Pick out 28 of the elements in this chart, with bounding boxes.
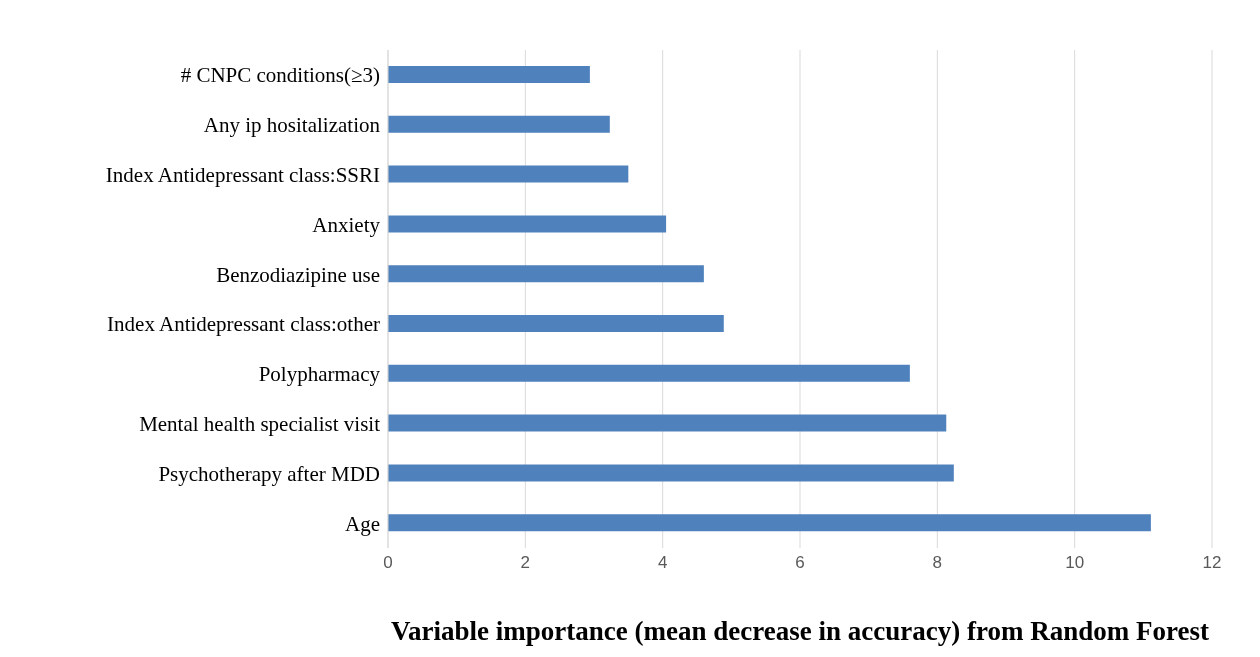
y-tick-label: Benzodiazipine use: [216, 262, 380, 287]
y-tick-label: Mental health specialist visit: [139, 411, 381, 436]
bar: [388, 165, 629, 183]
bar: [388, 215, 667, 233]
y-tick-label: Index Antidepressant class:other: [107, 312, 380, 337]
bar: [388, 364, 910, 382]
bar: [388, 514, 1151, 532]
bar: [388, 464, 954, 482]
y-tick-label: Polypharmacy: [258, 362, 381, 387]
bar: [388, 265, 704, 283]
y-tick-label: Psychotherapy after MDD: [158, 461, 380, 486]
bar: [388, 414, 947, 432]
y-tick-label: Anxiety: [312, 212, 381, 237]
bar: [388, 115, 610, 133]
x-tick-label: 8: [932, 553, 943, 573]
y-tick-label: Age: [345, 511, 380, 536]
y-tick-label: Any ip hositalization: [203, 113, 381, 138]
bar: [388, 315, 724, 332]
x-tick-label: 6: [795, 553, 805, 573]
x-tick-label: 2: [520, 553, 531, 573]
x-tick-label: 10: [1065, 553, 1085, 573]
y-tick-label: Index Antidepressant class:SSRI: [105, 162, 380, 187]
x-tick-label: 12: [1202, 553, 1222, 573]
y-tick-label: # CNPC conditions(≥3): [180, 63, 380, 88]
x-tick-label: 0: [383, 553, 393, 573]
bar: [388, 66, 590, 83]
x-tick-label: 4: [657, 553, 668, 573]
x-axis-title: Variable importance (mean decrease in accuracy) from Random Forest: [391, 616, 1209, 646]
